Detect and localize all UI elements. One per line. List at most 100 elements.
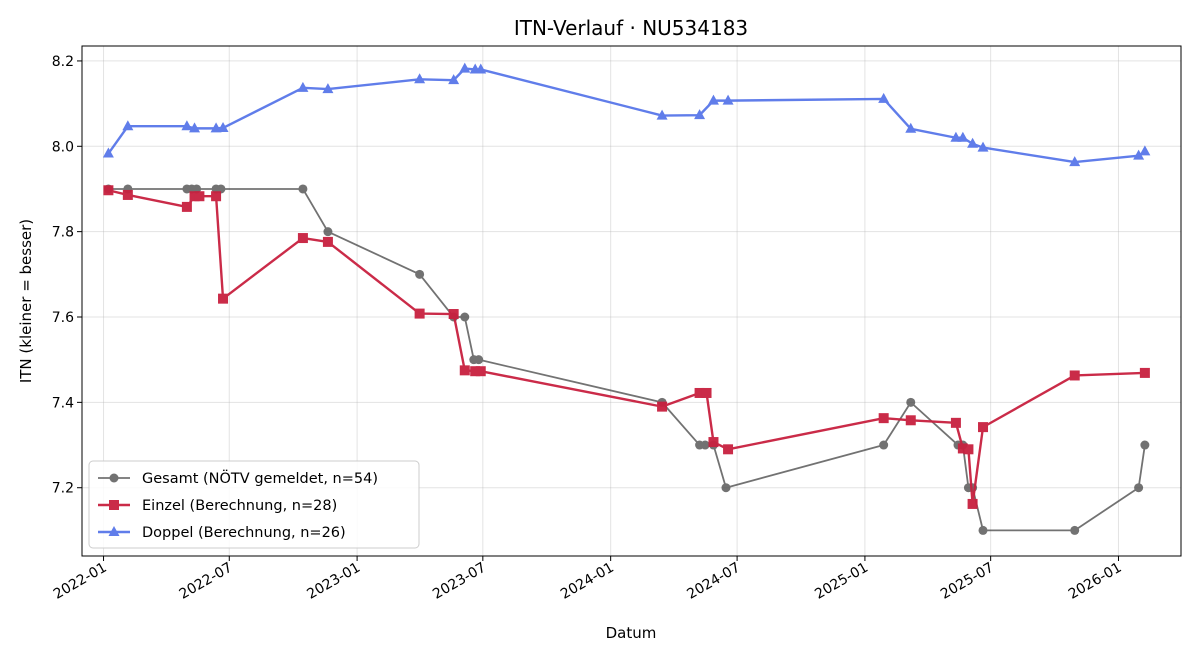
data-point	[978, 422, 989, 433]
data-point	[905, 415, 916, 426]
data-point	[460, 312, 470, 322]
series-line	[107, 67, 1146, 164]
data-point	[1069, 156, 1081, 167]
x-axis-label: Datum	[606, 624, 657, 642]
y-tick-label: 8.2	[52, 54, 74, 70]
series-line	[108, 189, 1145, 506]
data-point	[694, 387, 705, 398]
x-tick-label: 2026-01	[1066, 560, 1125, 603]
data-point	[448, 309, 459, 320]
x-axis-ticks: 2022-01 2022-07 2023-01 2023-07 2024-01 2024-…	[51, 556, 1125, 603]
y-tick-label: 7.4	[52, 395, 74, 411]
legend-label: Gesamt (NÖTV gemeldet, n=54)	[142, 469, 378, 487]
y-axis-label: ITN (kleiner = besser)	[17, 219, 35, 383]
data-point	[414, 73, 426, 84]
x-tick-label: 2025-07	[938, 560, 997, 603]
legend-label: Einzel (Berechnung, n=28)	[142, 498, 337, 514]
y-tick-label: 7.6	[52, 310, 74, 326]
data-point	[957, 443, 968, 454]
data-point	[414, 308, 425, 319]
data-point	[459, 365, 470, 376]
data-point	[323, 227, 333, 237]
data-point	[122, 189, 133, 200]
data-point	[967, 137, 979, 148]
data-point	[216, 184, 226, 194]
y-axis-ticks: 7.2 7.4 7.6 7.8 8.0 8.2	[52, 54, 82, 497]
data-point	[963, 444, 974, 455]
y-tick-label: 8.0	[52, 139, 74, 155]
legend-marker	[108, 526, 120, 536]
legend-entry	[98, 500, 130, 510]
x-tick-label: 2024-01	[558, 560, 617, 603]
data-point	[217, 121, 229, 132]
series-2	[103, 185, 1150, 509]
legend-entry	[98, 473, 130, 483]
data-point	[181, 201, 192, 212]
data-point	[1140, 440, 1150, 450]
data-point	[211, 191, 222, 202]
x-tick-label: 2023-01	[304, 560, 363, 603]
data-point	[977, 141, 989, 152]
data-point	[905, 122, 917, 133]
data-point	[906, 397, 916, 407]
data-point	[1139, 367, 1150, 378]
data-point	[470, 366, 481, 377]
data-point	[722, 94, 734, 105]
data-point	[475, 366, 486, 377]
data-point	[1139, 145, 1151, 156]
data-point	[950, 417, 961, 428]
plot-frame	[81, 45, 1182, 557]
data-point	[657, 401, 668, 412]
data-point	[218, 293, 229, 304]
series-3	[102, 62, 1151, 167]
plot-series	[102, 62, 1151, 535]
data-point	[1134, 483, 1144, 493]
y-tick-label: 7.8	[52, 225, 74, 241]
data-point	[448, 74, 460, 85]
data-point	[102, 147, 114, 158]
data-point	[878, 92, 890, 103]
data-point	[707, 94, 719, 105]
legend-entry	[98, 526, 130, 536]
data-point	[700, 440, 710, 450]
data-point	[297, 233, 308, 244]
data-point	[957, 131, 969, 142]
data-point	[192, 184, 202, 194]
x-tick-label: 2022-07	[177, 560, 236, 603]
data-point	[322, 83, 334, 94]
data-point	[181, 120, 193, 131]
data-point	[475, 63, 487, 74]
data-point	[967, 498, 978, 509]
data-point	[103, 185, 114, 196]
legend: Gesamt (NÖTV gemeldet, n=54) Einzel (Bere…	[88, 460, 420, 549]
data-point	[721, 483, 731, 493]
data-point	[723, 444, 734, 455]
legend-marker	[109, 500, 119, 510]
grid	[82, 46, 1181, 556]
data-point	[879, 440, 889, 450]
data-point	[322, 236, 333, 247]
data-point	[978, 525, 988, 535]
legend-box	[88, 460, 420, 549]
data-point	[297, 81, 309, 92]
legend-marker	[109, 473, 119, 483]
x-tick-label: 2024-07	[684, 560, 743, 603]
data-point	[708, 437, 719, 448]
x-tick-label: 2025-01	[812, 560, 871, 603]
data-point	[1070, 525, 1080, 535]
data-point	[950, 131, 962, 142]
data-point	[701, 387, 712, 398]
data-point	[1133, 149, 1145, 160]
data-point	[474, 355, 484, 365]
data-point	[415, 269, 425, 279]
data-point	[459, 62, 471, 73]
data-point	[878, 413, 889, 424]
data-point	[194, 191, 205, 202]
data-point	[122, 120, 134, 131]
data-point	[1069, 370, 1080, 381]
data-point	[298, 184, 308, 194]
data-point	[694, 109, 706, 120]
legend-label: Doppel (Berechnung, n=26)	[142, 525, 346, 541]
data-point	[656, 109, 668, 120]
